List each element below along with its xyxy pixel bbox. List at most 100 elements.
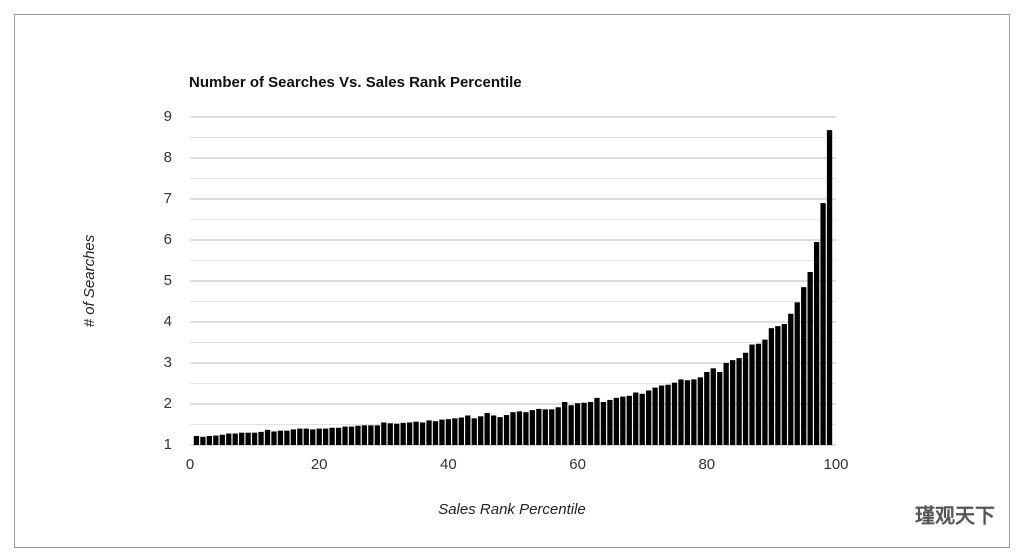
bar [374, 425, 380, 445]
bar [348, 426, 355, 445]
bar [342, 426, 348, 445]
bar [723, 363, 729, 445]
bar [368, 425, 374, 445]
bar [671, 382, 678, 445]
bar [542, 409, 548, 445]
bar [232, 433, 238, 445]
bar [749, 344, 755, 445]
bar [503, 415, 510, 445]
bar [536, 408, 542, 445]
bar [458, 417, 464, 445]
x-tick-label: 20 [311, 456, 328, 473]
bar [742, 352, 749, 445]
bar [684, 380, 691, 445]
bar [581, 402, 587, 445]
y-tick-label: 1 [164, 436, 172, 453]
bar [432, 421, 439, 445]
bar [607, 399, 613, 445]
bar [452, 418, 458, 445]
bar [445, 419, 452, 445]
bar [226, 433, 232, 445]
bar [755, 343, 762, 445]
bar [206, 435, 213, 445]
bar [801, 287, 807, 445]
bar [807, 271, 813, 445]
bar [523, 412, 529, 445]
bar [813, 242, 820, 445]
bar [549, 409, 555, 445]
bar [613, 397, 620, 445]
bar [781, 324, 787, 445]
bar [729, 360, 736, 445]
bar [426, 420, 432, 445]
bar [600, 401, 607, 445]
bar [394, 423, 400, 445]
bar [213, 435, 219, 445]
bar [736, 358, 742, 445]
y-tick-label: 9 [164, 108, 172, 125]
y-axis-label: # of Searches [81, 234, 98, 327]
bar [775, 326, 781, 445]
bar [497, 417, 503, 445]
bar [406, 422, 413, 445]
y-tick-label: 8 [164, 149, 172, 166]
bar [381, 422, 387, 445]
bar [251, 432, 258, 445]
bar [193, 435, 200, 445]
bar [387, 423, 393, 445]
bar [271, 431, 277, 445]
bar [646, 390, 652, 445]
bar [788, 313, 794, 445]
watermark: 瑾观天下 [915, 504, 995, 528]
bar [277, 430, 284, 445]
bar [665, 384, 671, 445]
bar [587, 401, 594, 445]
bar [574, 403, 581, 445]
bar [245, 432, 251, 445]
bar [510, 412, 516, 445]
bar [400, 422, 406, 445]
x-tick-label: 0 [186, 456, 194, 473]
bar [329, 427, 335, 445]
y-tick-label: 6 [164, 231, 172, 248]
bar [484, 413, 490, 445]
bar [594, 397, 600, 445]
bar [555, 407, 561, 445]
bar [820, 203, 826, 445]
bar [264, 429, 271, 445]
x-tick-label: 40 [440, 456, 457, 473]
bar [413, 421, 419, 445]
bar [626, 395, 632, 445]
x-tick-label: 100 [823, 456, 848, 473]
bar [200, 436, 206, 445]
bar [355, 425, 361, 445]
bar [297, 428, 303, 445]
y-tick-label: 2 [164, 395, 172, 412]
bar [361, 425, 368, 445]
bar [768, 328, 775, 445]
bar [239, 432, 245, 445]
bar [490, 415, 497, 445]
bar [710, 368, 716, 445]
y-tick-label: 4 [164, 313, 172, 330]
bar [419, 422, 426, 445]
bar [639, 393, 645, 445]
bar [697, 377, 703, 445]
chart-title: Number of Searches Vs. Sales Rank Percen… [189, 74, 522, 91]
bar [652, 387, 658, 445]
x-axis-label: Sales Rank Percentile [438, 501, 586, 518]
bar [335, 427, 342, 445]
bar [284, 430, 290, 445]
y-tick-label: 7 [164, 190, 172, 207]
x-tick-label: 80 [698, 456, 715, 473]
bar [704, 372, 710, 445]
bar [529, 410, 536, 445]
y-tick-label: 5 [164, 272, 172, 289]
bar [826, 130, 833, 445]
bar [691, 379, 697, 445]
bar [219, 434, 225, 445]
bar [568, 405, 574, 445]
bar [471, 418, 477, 445]
y-tick-label: 3 [164, 354, 172, 371]
